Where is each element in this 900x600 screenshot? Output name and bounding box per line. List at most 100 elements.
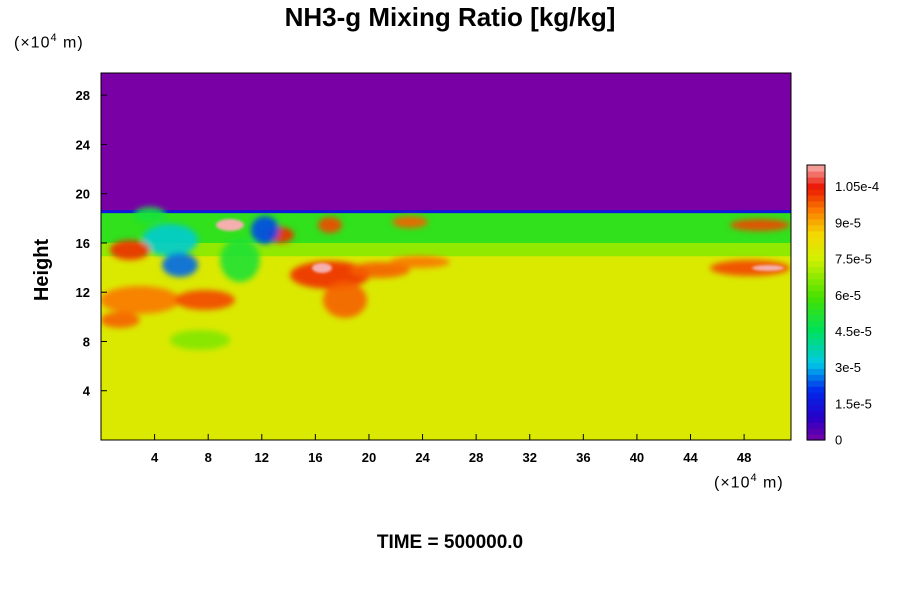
y-tick-label: 16 [76, 236, 90, 251]
turbulence-blob [101, 286, 180, 314]
turbulence-texture [101, 207, 790, 350]
colorbar-swatch [807, 302, 825, 310]
turbulence-blob [162, 253, 198, 277]
colorbar-swatch [807, 428, 825, 435]
x-tick-label: 16 [308, 450, 322, 465]
turbulence-blob [350, 262, 410, 278]
colorbar-tick-label: 3e-5 [835, 360, 861, 375]
turbulence-blob [323, 282, 367, 318]
colorbar-swatch [807, 165, 825, 172]
colorbar-swatch [807, 200, 825, 208]
y-tick-label: 4 [83, 384, 91, 399]
turbulence-blob [101, 312, 140, 328]
colorbar-swatch [807, 362, 825, 369]
colorbar-swatch [807, 422, 825, 429]
x-tick-label: 28 [469, 450, 483, 465]
colorbar-swatch [807, 350, 825, 357]
y-tick-label: 28 [76, 88, 90, 103]
colorbar-frame [806, 164, 826, 441]
colorbar-swatch [807, 320, 825, 328]
colorbar-swatch [807, 206, 825, 214]
colorbar-swatch [807, 230, 825, 238]
x-axis-unit: (×104 m) [714, 472, 784, 492]
colorbar-tick-label: 0 [835, 433, 842, 448]
region-band-edge [101, 242, 791, 257]
turbulence-blob [134, 207, 166, 223]
colorbar-swatch [807, 338, 825, 345]
colorbar-swatch [807, 284, 825, 292]
colorbar-tick-label: 4.5e-5 [835, 324, 872, 339]
colorbar-swatch [807, 380, 825, 387]
colorbar-tick-label: 9e-5 [835, 215, 861, 230]
colorbar-swatch [807, 218, 825, 226]
colorbar-tick-label: 6e-5 [835, 288, 861, 303]
y-tick-label: 12 [76, 285, 90, 300]
colorbar-swatch [807, 182, 825, 190]
colorbar-swatch [807, 410, 825, 417]
turbulence-blob [318, 217, 342, 233]
x-axis: 4 8 12 16 20 24 28 32 36 40 44 48 [151, 434, 751, 465]
x-tick-label: 44 [683, 450, 698, 465]
colorbar-swatch [807, 170, 825, 178]
y-tick-label: 8 [83, 334, 90, 349]
colorbar-swatch [807, 236, 825, 244]
turbulence-blob [390, 256, 450, 268]
colorbar-swatch [807, 188, 825, 196]
x-tick-label: 4 [151, 450, 159, 465]
x-tick-label: 24 [415, 450, 430, 465]
region-transition-band [101, 212, 791, 245]
peak-blob [216, 219, 244, 231]
y-axis: 4 8 12 16 20 24 28 [76, 88, 107, 399]
y-axis-unit: (×104 m) [14, 32, 84, 52]
peak-blob [752, 265, 784, 271]
colorbar-swatch [807, 242, 825, 250]
x-tick-label: 40 [630, 450, 644, 465]
colorbar-swatch [807, 326, 825, 333]
colorbar-swatch [807, 356, 825, 363]
colorbar-swatch [807, 224, 825, 232]
colorbar-swatch [807, 254, 825, 262]
colorbar-swatch [807, 332, 825, 339]
colorbar-swatch [807, 278, 825, 286]
x-tick-label: 32 [523, 450, 537, 465]
x-tick-label: 8 [205, 450, 212, 465]
heatmap-field [101, 73, 791, 440]
peak-blob [312, 263, 332, 273]
colorbar-swatch [807, 344, 825, 351]
colorbar-swatch [807, 272, 825, 280]
colorbar-tick-label: 1.5e-5 [835, 396, 872, 411]
colorbar-tick-label: 1.05e-4 [835, 179, 879, 194]
colorbar: 0 1.5e-5 3e-5 4.5e-5 6e-5 7.5e-5 9e-5 1.05e-4 [806, 164, 879, 448]
turbulence-blob [251, 216, 279, 244]
y-tick-label: 20 [76, 187, 90, 202]
colorbar-swatch [807, 248, 825, 256]
colorbar-swatch [807, 194, 825, 202]
colorbar-swatch [807, 260, 825, 268]
colorbar-swatch [807, 290, 825, 298]
colorbar-swatch [807, 176, 825, 184]
colorbar-swatch [807, 308, 825, 316]
colorbar-swatch [807, 212, 825, 220]
colorbar-swatch [807, 392, 825, 399]
colorbar-swatch [807, 266, 825, 274]
turbulence-blob [220, 238, 260, 282]
x-tick-label: 20 [362, 450, 376, 465]
colorbar-swatch [807, 434, 825, 441]
region-upper-layer [101, 73, 791, 211]
colorbar-swatch [807, 296, 825, 304]
turbulence-blob [710, 260, 790, 276]
turbulence-blob [142, 224, 198, 256]
plot-frame [100, 72, 792, 441]
colorbar-swatch [807, 398, 825, 405]
colorbar-swatch [807, 404, 825, 411]
y-tick-label: 24 [76, 137, 91, 152]
turbulence-blob [175, 290, 235, 310]
colorbar-swatch [807, 368, 825, 375]
peak-texture [216, 219, 784, 273]
colorbar-swatch [807, 386, 825, 393]
chart-title: NH3-g Mixing Ratio [kg/kg] [284, 2, 616, 32]
colorbar-swatch [807, 314, 825, 322]
turbulence-blob [392, 216, 428, 228]
turbulence-blob [170, 330, 230, 350]
